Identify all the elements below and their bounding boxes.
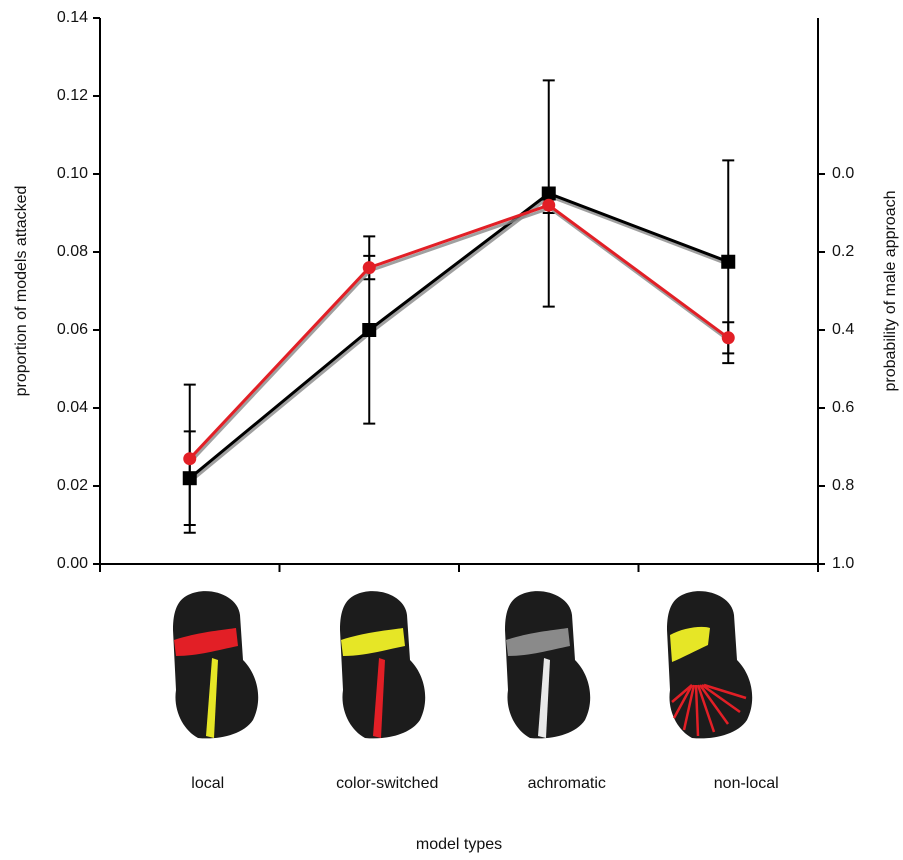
y2-tick-label: 0.8 xyxy=(832,477,854,494)
marker xyxy=(542,199,555,212)
marker xyxy=(362,323,376,337)
x-tick-label: local xyxy=(191,775,224,792)
series-line xyxy=(190,205,729,459)
chart: model types proportion of models attacke… xyxy=(0,0,903,855)
y-tick-label: 0.02 xyxy=(57,477,88,494)
x-tick-label: non-local xyxy=(714,775,779,792)
y2-tick-label: 1.0 xyxy=(832,555,854,572)
y2-tick-label: 0.6 xyxy=(832,399,854,416)
marker xyxy=(183,452,196,465)
line-shadow xyxy=(191,208,730,462)
wing-color-switched xyxy=(340,591,425,738)
wing-non-local xyxy=(667,591,752,738)
wing-achromatic xyxy=(505,591,590,738)
y2-tick-label: 0.4 xyxy=(832,321,854,338)
wing-local xyxy=(173,591,258,738)
y-tick-label: 0.10 xyxy=(57,165,88,182)
y2-axis-title: probability of male approach xyxy=(882,190,899,391)
y-axis-title: proportion of models attacked xyxy=(13,186,30,397)
wing-images xyxy=(173,591,752,738)
y-tick-label: 0.04 xyxy=(57,399,88,416)
marker xyxy=(363,261,376,274)
y-tick-label: 0.06 xyxy=(57,321,88,338)
x-tick-label: color-switched xyxy=(336,775,438,792)
y2-tick-label: 0.0 xyxy=(832,165,854,182)
marker xyxy=(721,255,735,269)
x-axis-title: model types xyxy=(416,836,502,853)
y-tick-label: 0.00 xyxy=(57,555,88,572)
y-tick-label: 0.14 xyxy=(57,9,88,26)
y-tick-label: 0.12 xyxy=(57,87,88,104)
marker xyxy=(722,331,735,344)
y-tick-label: 0.08 xyxy=(57,243,88,260)
x-tick-label: achromatic xyxy=(528,775,606,792)
y2-tick-label: 0.2 xyxy=(832,243,854,260)
